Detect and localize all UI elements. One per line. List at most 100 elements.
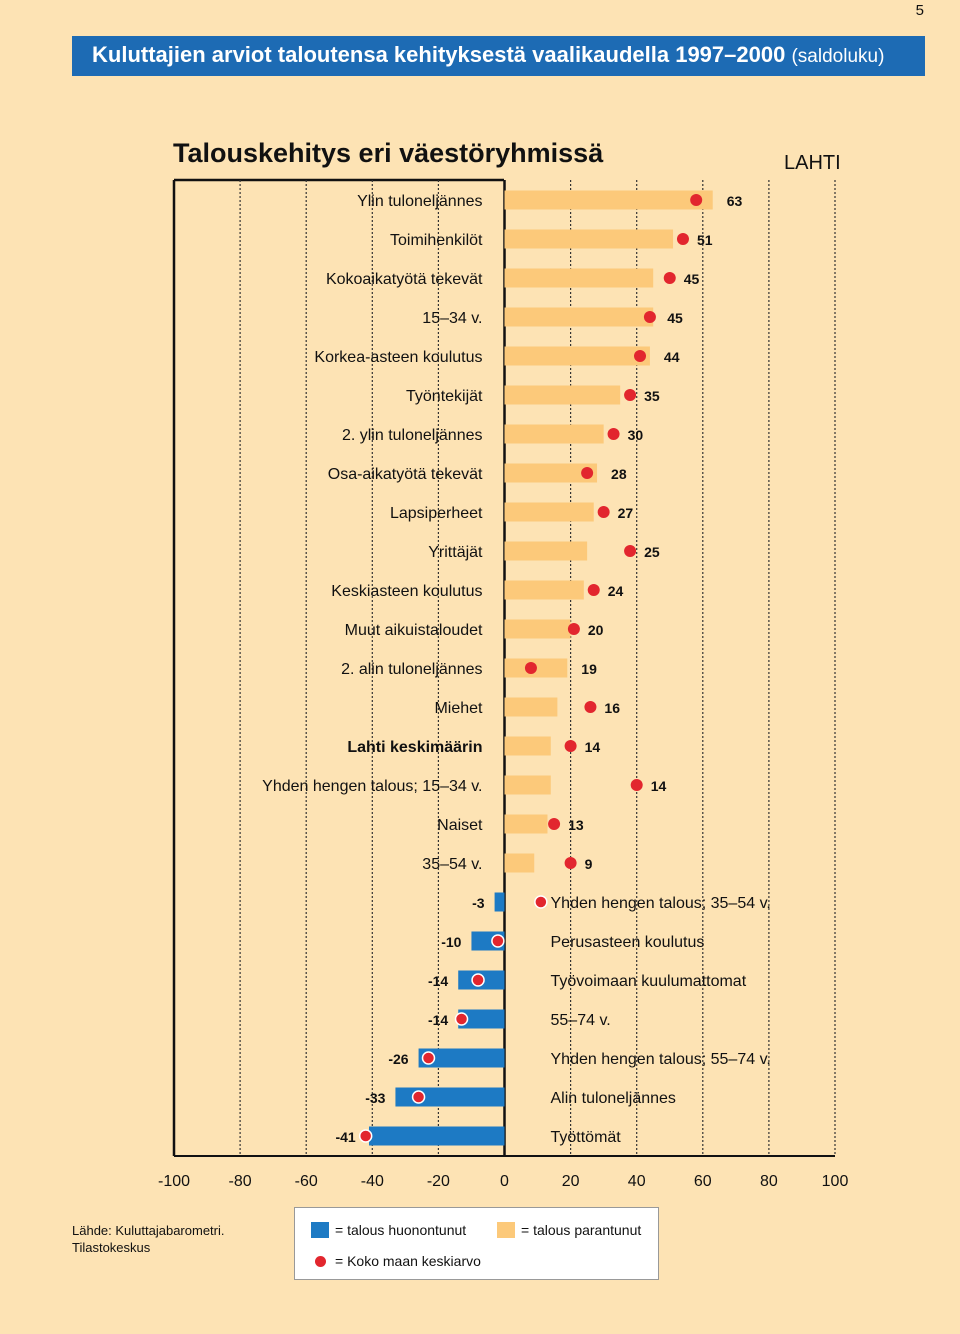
- bar: [504, 268, 654, 288]
- page-number: 5: [915, 2, 924, 19]
- category-label: 15–34 v.: [422, 310, 482, 327]
- source-note: Lähde: Kuluttajabarometri. Tilastokeskus: [72, 1222, 224, 1256]
- average-dot: [358, 1129, 373, 1143]
- category-label: Alin tuloneljännes: [551, 1090, 676, 1107]
- average-dot: [663, 272, 676, 284]
- average-dot: [564, 857, 577, 869]
- bar: [504, 814, 548, 834]
- category-label: Yhden hengen talous; 55–74 v.: [551, 1051, 771, 1068]
- x-tick-label: 40: [628, 1173, 646, 1190]
- category-label: 2. ylin tuloneljännes: [342, 427, 483, 444]
- bar: [504, 697, 558, 717]
- value-label: 44: [664, 349, 680, 365]
- x-tick-label: 0: [500, 1173, 509, 1190]
- value-label: -14: [428, 1012, 448, 1028]
- category-label: 2. alin tuloneljännes: [341, 661, 482, 678]
- value-label: 35: [644, 388, 660, 404]
- value-label: 19: [581, 661, 597, 677]
- category-label: Korkea-asteen koulutus: [314, 349, 482, 366]
- x-tick-label: 80: [760, 1173, 778, 1190]
- legend: = talous huonontunut = talous parantunut…: [294, 1207, 659, 1280]
- bar: [504, 424, 604, 444]
- bar: [504, 229, 674, 249]
- value-label: 63: [727, 193, 743, 209]
- bar: [504, 736, 551, 756]
- header-unit: (saldoluku): [791, 46, 885, 67]
- bar: [504, 541, 588, 561]
- value-label: 25: [644, 544, 660, 560]
- value-label: -3: [472, 895, 485, 911]
- legend-item-positive: = talous parantunut: [497, 1222, 641, 1238]
- category-label: Ylin tuloneljännes: [357, 193, 482, 210]
- category-label: Naiset: [437, 817, 483, 834]
- value-label: 13: [568, 817, 584, 833]
- bar: [458, 1009, 505, 1029]
- bar: [395, 1087, 505, 1107]
- value-label: 51: [697, 232, 713, 248]
- average-dot: [587, 584, 600, 596]
- bar: [418, 1048, 505, 1068]
- category-label: Yrittäjät: [428, 544, 483, 561]
- legend-label-average: = Koko maan keskiarvo: [335, 1253, 481, 1269]
- bar: [504, 307, 654, 327]
- legend-item-average: = Koko maan keskiarvo: [311, 1253, 481, 1269]
- category-label: Lahti keskimäärin: [347, 739, 482, 756]
- category-label: 55–74 v.: [551, 1012, 611, 1029]
- bar: [504, 580, 584, 600]
- average-dot: [421, 1051, 436, 1065]
- value-label: 9: [585, 856, 593, 872]
- source-line-1: Lähde: Kuluttajabarometri.: [72, 1223, 225, 1238]
- bar: [504, 775, 551, 795]
- average-dot: [643, 311, 656, 323]
- x-tick-label: -100: [158, 1173, 190, 1190]
- value-label: 27: [618, 505, 634, 521]
- x-tick-label: -20: [427, 1173, 450, 1190]
- legend-dot-average: [315, 1255, 326, 1267]
- average-dot: [567, 623, 580, 635]
- category-label: Yhden hengen talous; 15–34 v.: [262, 778, 482, 795]
- legend-item-negative: = talous huonontunut: [311, 1222, 466, 1238]
- category-label: Miehet: [434, 700, 483, 717]
- average-dot: [624, 389, 637, 401]
- x-tick-label: -60: [295, 1173, 318, 1190]
- value-label: -33: [365, 1090, 385, 1106]
- value-label: 45: [684, 271, 700, 287]
- legend-swatch-negative: [311, 1222, 329, 1238]
- average-dot: [454, 1012, 469, 1026]
- average-dot: [630, 779, 643, 791]
- value-label: -41: [335, 1129, 355, 1145]
- category-label: Kokoaikatyötä tekevät: [326, 271, 483, 288]
- bar: [368, 1126, 505, 1146]
- source-line-2: Tilastokeskus: [72, 1240, 151, 1255]
- bar: [504, 502, 594, 522]
- bar: [504, 346, 650, 366]
- bar: [504, 190, 713, 210]
- category-label: Työntekijät: [406, 388, 483, 405]
- value-label: 45: [667, 310, 683, 326]
- average-dot: [581, 467, 594, 479]
- category-label: Lapsiperheet: [390, 505, 483, 522]
- value-label: 14: [651, 778, 667, 794]
- bar: [494, 892, 505, 912]
- value-label: -14: [428, 973, 448, 989]
- value-label: 24: [608, 583, 624, 599]
- region-label: LAHTI: [784, 152, 841, 174]
- x-tick-label: -40: [361, 1173, 384, 1190]
- page-header: Kuluttajien arviot taloutensa kehitykses…: [72, 36, 925, 76]
- value-label: 20: [588, 622, 604, 638]
- value-label: 28: [611, 466, 627, 482]
- chart-title: Talouskehitys eri väestöryhmissä: [173, 138, 604, 168]
- average-dot: [411, 1090, 426, 1104]
- legend-label-negative: = talous huonontunut: [335, 1222, 467, 1238]
- average-dot: [564, 740, 577, 752]
- average-dot: [471, 973, 485, 987]
- value-label: -26: [388, 1051, 408, 1067]
- category-label: Yhden hengen talous; 35–54 v.: [551, 895, 771, 912]
- bar: [504, 619, 571, 639]
- value-label: -10: [441, 934, 461, 950]
- average-dot: [624, 545, 637, 557]
- bar-chart: -100 -80 -60 -40 -20 0 20 40 60 80 100 Ylin tulonel…: [158, 178, 848, 1190]
- bar: [504, 463, 598, 483]
- bar: [504, 853, 535, 873]
- bar: [504, 385, 621, 405]
